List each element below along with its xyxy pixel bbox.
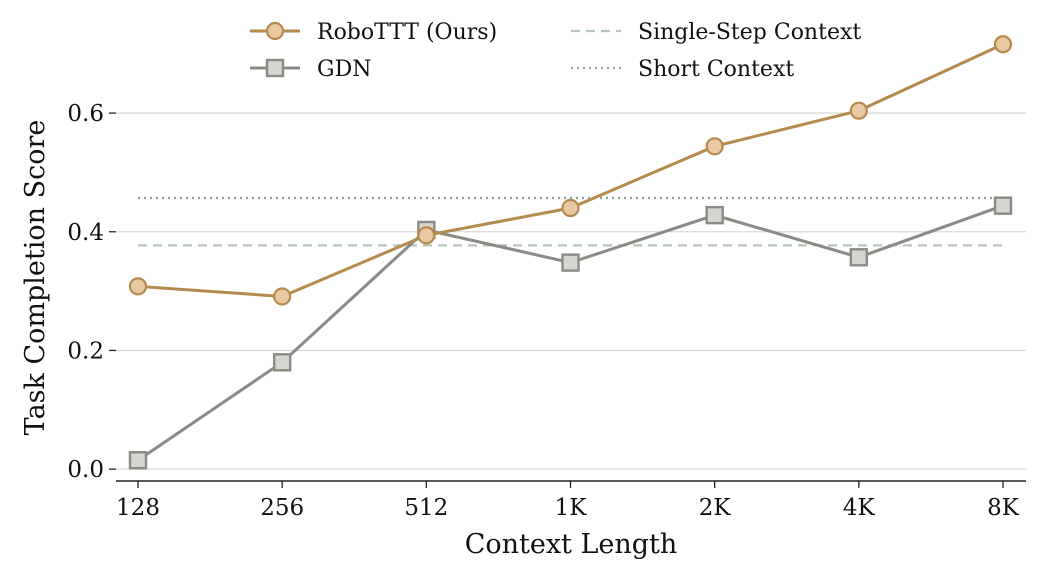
y-tick-label: 0.4 — [67, 220, 104, 246]
legend-entry-single-step-context: Single-Step Context — [571, 20, 861, 45]
data-point-robottt-ours — [561, 198, 580, 218]
legend-label: GDN — [317, 57, 371, 82]
x-tick-label: 8K — [987, 495, 1020, 521]
x-tick-labels: 128 256 512 1K 2K 4K 8K — [116, 481, 1020, 521]
reference-lines — [138, 196, 1003, 247]
data-point-robottt-ours — [273, 287, 292, 306]
gridlines — [116, 112, 1026, 470]
x-tick-label: 128 — [116, 495, 160, 521]
series-gdn — [128, 196, 1013, 470]
data-point-robottt-ours — [705, 137, 724, 156]
data-point-robottt-ours — [417, 226, 436, 245]
legend-label: Short Context — [638, 57, 794, 82]
data-point-gdn — [128, 451, 148, 470]
legend-entry-robottt-ours: RoboTTT (Ours) — [250, 20, 497, 45]
series-robottt-ours — [128, 35, 1013, 306]
legend-entry-gdn: GDN — [250, 57, 371, 82]
series-layer — [128, 35, 1013, 470]
data-point-robottt-ours — [849, 101, 868, 120]
data-point-gdn — [561, 253, 580, 272]
y-tick-label: 0.0 — [67, 457, 104, 483]
legend: RoboTTT (Ours) GDN Single-Step Context Shor… — [250, 20, 861, 82]
data-point-robottt-ours — [128, 277, 148, 296]
y-axis-title: Task Completion Score — [20, 120, 51, 436]
data-point-gdn — [272, 353, 292, 372]
x-tick-label: 1K — [555, 495, 588, 521]
data-point-gdn — [849, 248, 869, 267]
x-tick-label: 4K — [843, 495, 876, 521]
x-tick-label: 2K — [699, 495, 732, 521]
y-tick-labels: 0.0 0.2 0.4 0.6 — [67, 101, 116, 483]
legend-swatch-marker — [265, 58, 285, 78]
data-point-robottt-ours — [993, 35, 1013, 54]
data-point-gdn — [705, 205, 724, 225]
x-tick-label: 256 — [260, 495, 304, 521]
data-point-gdn — [993, 196, 1013, 215]
y-tick-label: 0.6 — [67, 101, 104, 127]
legend-swatch-marker — [265, 21, 285, 41]
legend-label: RoboTTT (Ours) — [317, 20, 497, 45]
x-tick-label: 512 — [404, 495, 448, 521]
x-axis-title: Context Length — [465, 529, 678, 560]
legend-entry-short-context: Short Context — [571, 57, 794, 82]
series-line-gdn — [137, 204, 1004, 462]
legend-label: Single-Step Context — [638, 20, 861, 45]
y-tick-label: 0.2 — [67, 338, 104, 364]
